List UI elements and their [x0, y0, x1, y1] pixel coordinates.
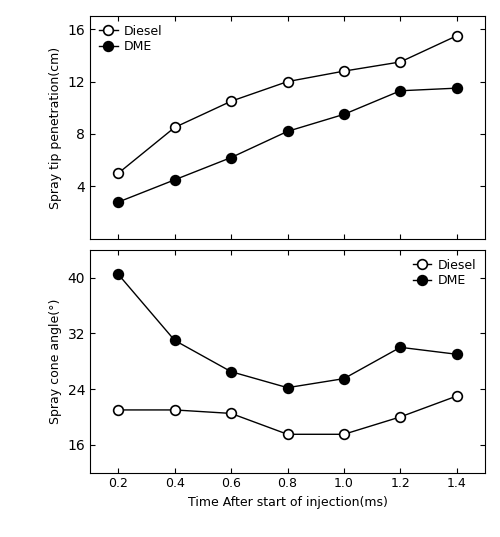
- DME: [284, 128, 290, 135]
- Line: Diesel: Diesel: [114, 391, 462, 439]
- Diesel: [228, 410, 234, 417]
- DME: [398, 88, 404, 94]
- DME: [341, 111, 347, 118]
- Diesel: [341, 68, 347, 74]
- DME: [454, 351, 460, 358]
- Diesel: [284, 78, 290, 85]
- Line: DME: DME: [114, 83, 462, 207]
- Line: DME: DME: [114, 270, 462, 393]
- Diesel: [454, 393, 460, 399]
- Diesel: [115, 407, 121, 413]
- Diesel: [172, 124, 177, 130]
- DME: [228, 368, 234, 375]
- Legend: Diesel, DME: Diesel, DME: [410, 256, 479, 289]
- DME: [115, 271, 121, 278]
- Diesel: [398, 59, 404, 65]
- Line: Diesel: Diesel: [114, 31, 462, 178]
- DME: [228, 154, 234, 161]
- Diesel: [454, 33, 460, 39]
- Y-axis label: Spray tip penetration(cm): Spray tip penetration(cm): [49, 46, 62, 208]
- Diesel: [341, 431, 347, 438]
- DME: [284, 384, 290, 391]
- X-axis label: Time After start of injection(ms): Time After start of injection(ms): [188, 496, 388, 509]
- DME: [115, 199, 121, 205]
- Y-axis label: Spray cone angle(°): Spray cone angle(°): [49, 299, 62, 424]
- DME: [454, 85, 460, 91]
- Legend: Diesel, DME: Diesel, DME: [96, 23, 165, 56]
- DME: [172, 337, 177, 344]
- Diesel: [398, 413, 404, 420]
- DME: [398, 344, 404, 351]
- DME: [341, 375, 347, 382]
- Diesel: [284, 431, 290, 438]
- DME: [172, 177, 177, 183]
- Diesel: [228, 98, 234, 105]
- Diesel: [115, 170, 121, 177]
- Diesel: [172, 407, 177, 413]
